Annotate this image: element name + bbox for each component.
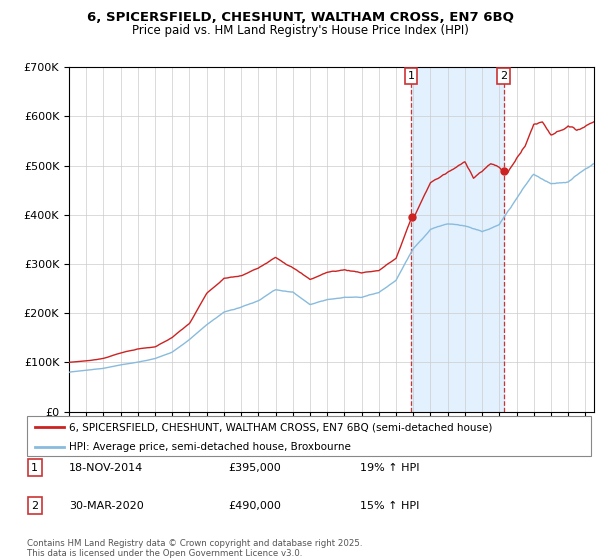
Text: 1: 1 xyxy=(31,463,38,473)
Text: Price paid vs. HM Land Registry's House Price Index (HPI): Price paid vs. HM Land Registry's House … xyxy=(131,24,469,37)
FancyBboxPatch shape xyxy=(27,416,591,456)
Text: 6, SPICERSFIELD, CHESHUNT, WALTHAM CROSS, EN7 6BQ: 6, SPICERSFIELD, CHESHUNT, WALTHAM CROSS… xyxy=(86,11,514,24)
Text: 1: 1 xyxy=(407,71,415,81)
Text: 30-MAR-2020: 30-MAR-2020 xyxy=(69,501,144,511)
Text: Contains HM Land Registry data © Crown copyright and database right 2025.
This d: Contains HM Land Registry data © Crown c… xyxy=(27,539,362,558)
Text: £490,000: £490,000 xyxy=(228,501,281,511)
Text: HPI: Average price, semi-detached house, Broxbourne: HPI: Average price, semi-detached house,… xyxy=(70,442,351,452)
Text: £395,000: £395,000 xyxy=(228,463,281,473)
Text: 19% ↑ HPI: 19% ↑ HPI xyxy=(360,463,419,473)
Text: 2: 2 xyxy=(31,501,38,511)
Text: 2: 2 xyxy=(500,71,507,81)
Text: 15% ↑ HPI: 15% ↑ HPI xyxy=(360,501,419,511)
Bar xyxy=(411,67,503,412)
Text: 6, SPICERSFIELD, CHESHUNT, WALTHAM CROSS, EN7 6BQ (semi-detached house): 6, SPICERSFIELD, CHESHUNT, WALTHAM CROSS… xyxy=(70,422,493,432)
Text: 18-NOV-2014: 18-NOV-2014 xyxy=(69,463,143,473)
